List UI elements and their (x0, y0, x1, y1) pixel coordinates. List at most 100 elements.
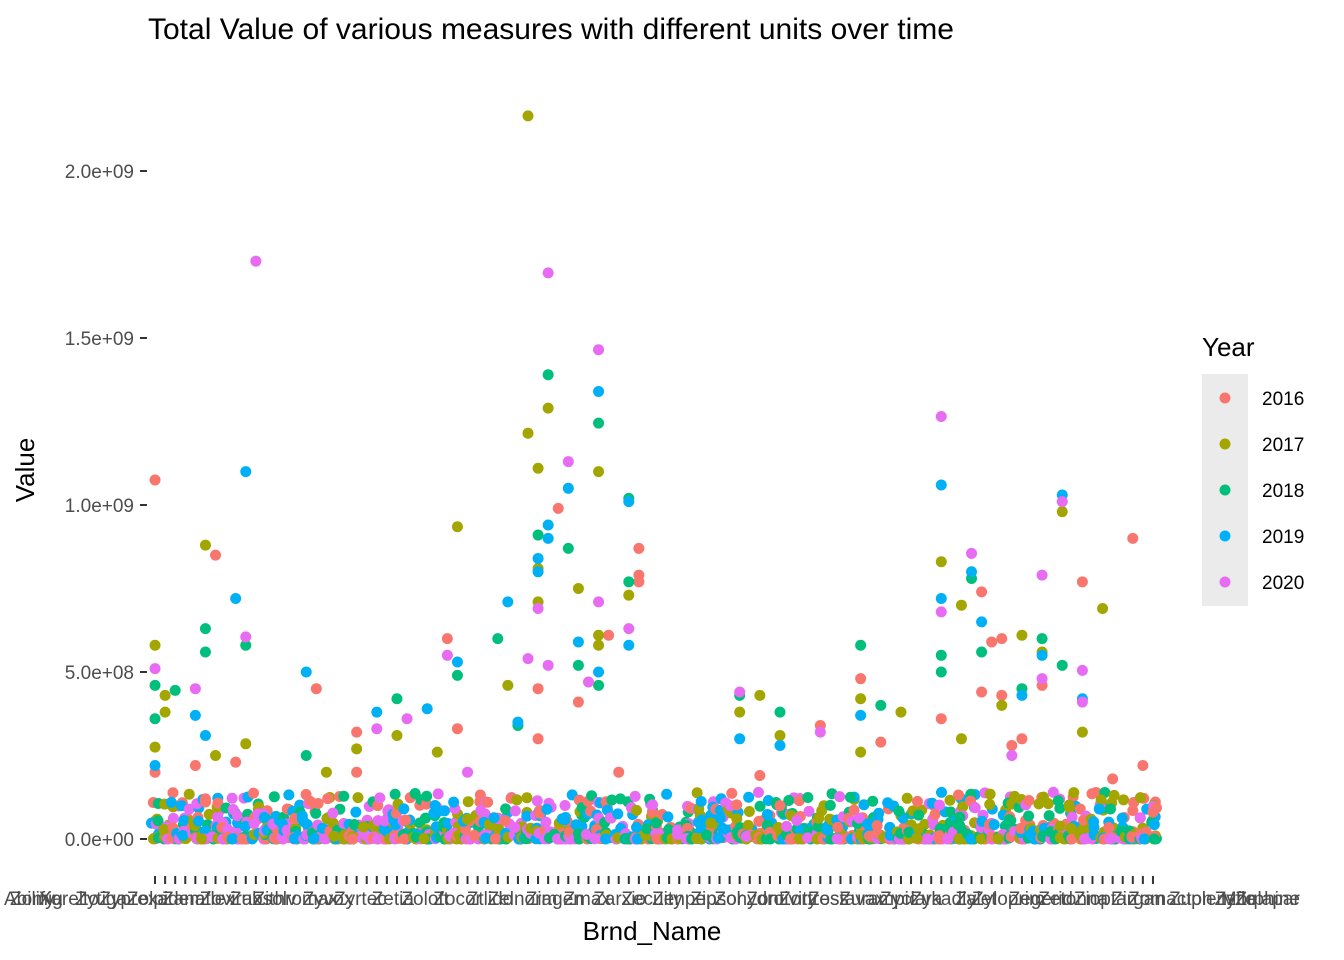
data-point-low (911, 832, 923, 844)
data-point-2017 (431, 746, 443, 758)
x-tick-label: Zykadia (910, 889, 977, 910)
y-tick-label: 2.0e+09 (65, 162, 134, 183)
data-point-low (227, 803, 239, 815)
data-point-low (802, 791, 814, 803)
data-point-2016 (441, 633, 453, 645)
data-point-low (559, 814, 571, 826)
data-point-low (752, 786, 764, 798)
legend: Year 2016 2017 2018 2019 2020 (1202, 332, 1304, 606)
data-point-2019 (189, 709, 201, 721)
data-point-2016 (986, 636, 998, 648)
x-tick-label: Zytiga (75, 889, 127, 910)
data-point-low (283, 789, 295, 801)
data-point-2017 (955, 599, 967, 611)
data-point-2016 (451, 723, 463, 735)
data-point-2017 (855, 693, 867, 705)
data-point-low (780, 820, 792, 832)
data-point-2020 (401, 713, 413, 725)
data-point-low (1148, 833, 1160, 845)
data-point-low (328, 830, 340, 842)
data-point-2020 (582, 676, 594, 688)
data-point-2020 (935, 606, 947, 618)
data-point-low (1138, 833, 1150, 845)
data-point-2016 (774, 800, 786, 812)
data-point-2020 (1076, 664, 1088, 676)
x-tick-label: Zipsor (690, 889, 743, 910)
data-points (145, 110, 1162, 845)
data-point-2017 (1097, 603, 1109, 615)
data-point-low (511, 794, 523, 806)
data-point-low (646, 806, 658, 818)
data-point-low (1052, 795, 1064, 807)
data-point-2020 (562, 456, 574, 468)
data-point-2020 (1076, 696, 1088, 708)
data-point-2018 (623, 576, 635, 588)
data-point-low (348, 819, 360, 831)
data-point-2016 (976, 586, 988, 598)
data-point-low (479, 808, 491, 820)
legend-title: Year (1202, 332, 1255, 362)
data-point-2016 (1006, 739, 1018, 751)
data-point-low (195, 833, 207, 845)
legend-key-2019 (1219, 530, 1231, 542)
data-point-2016 (855, 673, 867, 685)
data-point-low (165, 796, 177, 808)
data-point-low (791, 814, 803, 826)
data-point-low (288, 832, 300, 844)
data-point-2020 (250, 255, 262, 267)
data-point-low (612, 808, 624, 820)
data-point-2017 (895, 706, 907, 718)
data-point-low (793, 833, 805, 845)
data-point-2020 (542, 659, 554, 671)
data-point-2020 (522, 653, 534, 665)
x-tick-label: Zioptan (1074, 889, 1137, 910)
data-point-low (650, 817, 662, 829)
data-point-low (1063, 799, 1075, 811)
data-point-2017 (955, 733, 967, 745)
data-point-low (913, 823, 925, 835)
data-point-low (606, 794, 618, 806)
data-point-2017 (199, 539, 211, 551)
data-point-2016 (189, 760, 201, 772)
data-point-2020 (240, 631, 252, 643)
chart-title: Total Value of various measures with dif… (148, 13, 954, 46)
data-point-2018 (562, 542, 574, 554)
data-point-2018 (169, 684, 181, 696)
data-point-2016 (935, 713, 947, 725)
data-point-2016 (996, 689, 1008, 701)
data-point-2016 (1127, 532, 1139, 544)
data-point-low (922, 833, 934, 845)
data-point-2017 (734, 706, 746, 718)
data-point-low (740, 831, 752, 843)
data-point-low (1116, 812, 1128, 824)
data-point-low (672, 824, 684, 836)
data-point-2018 (451, 669, 463, 681)
x-tick-label: Zetonna (1038, 889, 1108, 910)
data-point-low (867, 795, 879, 807)
x-tick-label: Ztlido (467, 889, 513, 910)
legend-label-2017: 2017 (1262, 435, 1304, 456)
data-point-2016 (976, 686, 988, 698)
data-point-low (379, 815, 391, 827)
data-point-2018 (855, 639, 867, 651)
data-point-2018 (149, 679, 161, 691)
x-tick-label: Zyvox (303, 889, 354, 910)
data-point-2017 (210, 750, 222, 761)
data-point-low (632, 833, 644, 845)
data-point-2018 (935, 649, 947, 661)
data-point-low (812, 820, 824, 832)
data-point-low (448, 796, 460, 808)
data-point-low (338, 790, 350, 802)
y-tick-label: 5.0e+08 (65, 663, 134, 684)
data-point-2017 (522, 427, 534, 439)
data-point-low (570, 819, 582, 831)
data-point-low (400, 814, 412, 826)
data-point-low (662, 811, 674, 823)
data-point-2017 (240, 738, 252, 750)
data-point-2016 (310, 683, 322, 695)
data-point-low (1088, 816, 1100, 828)
data-point-low (1093, 803, 1105, 815)
data-point-low (944, 794, 956, 806)
data-point-2019 (774, 739, 786, 751)
x-tick-label: Zontivity (746, 889, 817, 910)
